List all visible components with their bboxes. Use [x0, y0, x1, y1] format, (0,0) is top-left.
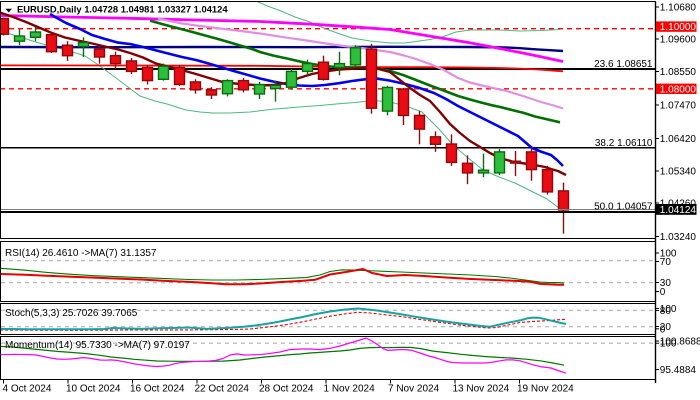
svg-text:28 Oct 2024: 28 Oct 2024: [259, 384, 314, 395]
svg-text:1 Nov 2024: 1 Nov 2024: [324, 384, 376, 395]
svg-text:1.10680: 1.10680: [660, 3, 697, 14]
svg-text:13 Nov 2024: 13 Nov 2024: [453, 384, 510, 395]
svg-text:100: 100: [660, 339, 677, 350]
svg-text:1.04124: 1.04124: [660, 205, 697, 216]
svg-text:1.08550: 1.08550: [660, 67, 697, 78]
svg-text:1.05340: 1.05340: [660, 167, 697, 178]
svg-text:30: 30: [660, 278, 672, 289]
svg-text:100: 100: [660, 304, 677, 315]
svg-text:1.06420: 1.06420: [660, 134, 697, 145]
svg-text:95.4884: 95.4884: [660, 365, 697, 376]
svg-text:Momentum(14) 95.7330 ->MA(7): Momentum(14) 95.7330 ->MA(7) 97.0197: [5, 340, 190, 351]
svg-text:EURUSD,Daily 1.04728 1.04981: EURUSD,Daily 1.04728 1.04981 1.03327 1.0…: [17, 4, 228, 15]
svg-text:0: 0: [660, 324, 666, 335]
svg-text:100: 100: [660, 249, 677, 260]
svg-text:7 Nov 2024: 7 Nov 2024: [388, 384, 440, 395]
svg-text:4 Oct 2024: 4 Oct 2024: [3, 384, 52, 395]
svg-text:22 Oct 2024: 22 Oct 2024: [195, 384, 250, 395]
svg-text:80: 80: [660, 306, 672, 317]
svg-text:1.10000: 1.10000: [660, 22, 697, 33]
svg-text:50.0 1.04057: 50.0 1.04057: [594, 202, 653, 213]
svg-text:23.6 1.08651: 23.6 1.08651: [594, 59, 653, 70]
svg-text:0: 0: [660, 287, 666, 298]
svg-text:1.07470: 1.07470: [660, 101, 697, 112]
svg-text:1.09600: 1.09600: [660, 35, 697, 46]
svg-text:Stoch(5,3,3) 25.7026 39.7065: Stoch(5,3,3) 25.7026 39.7065: [5, 308, 138, 319]
svg-text:38.2 1.06110: 38.2 1.06110: [595, 138, 653, 149]
svg-text:16 Oct 2024: 16 Oct 2024: [130, 384, 185, 395]
svg-text:100.8688: 100.8688: [660, 337, 700, 348]
svg-text:RSI(14) 26.4610 ->MA(7) 31.13: RSI(14) 26.4610 ->MA(7) 31.1357: [5, 248, 157, 259]
svg-text:70: 70: [660, 257, 672, 268]
svg-text:10 Oct 2024: 10 Oct 2024: [66, 384, 121, 395]
svg-text:1.03240: 1.03240: [660, 232, 697, 243]
svg-text:19 Nov 2024: 19 Nov 2024: [517, 384, 574, 395]
svg-text:20: 20: [660, 322, 672, 333]
svg-text:1.08000: 1.08000: [660, 84, 697, 95]
